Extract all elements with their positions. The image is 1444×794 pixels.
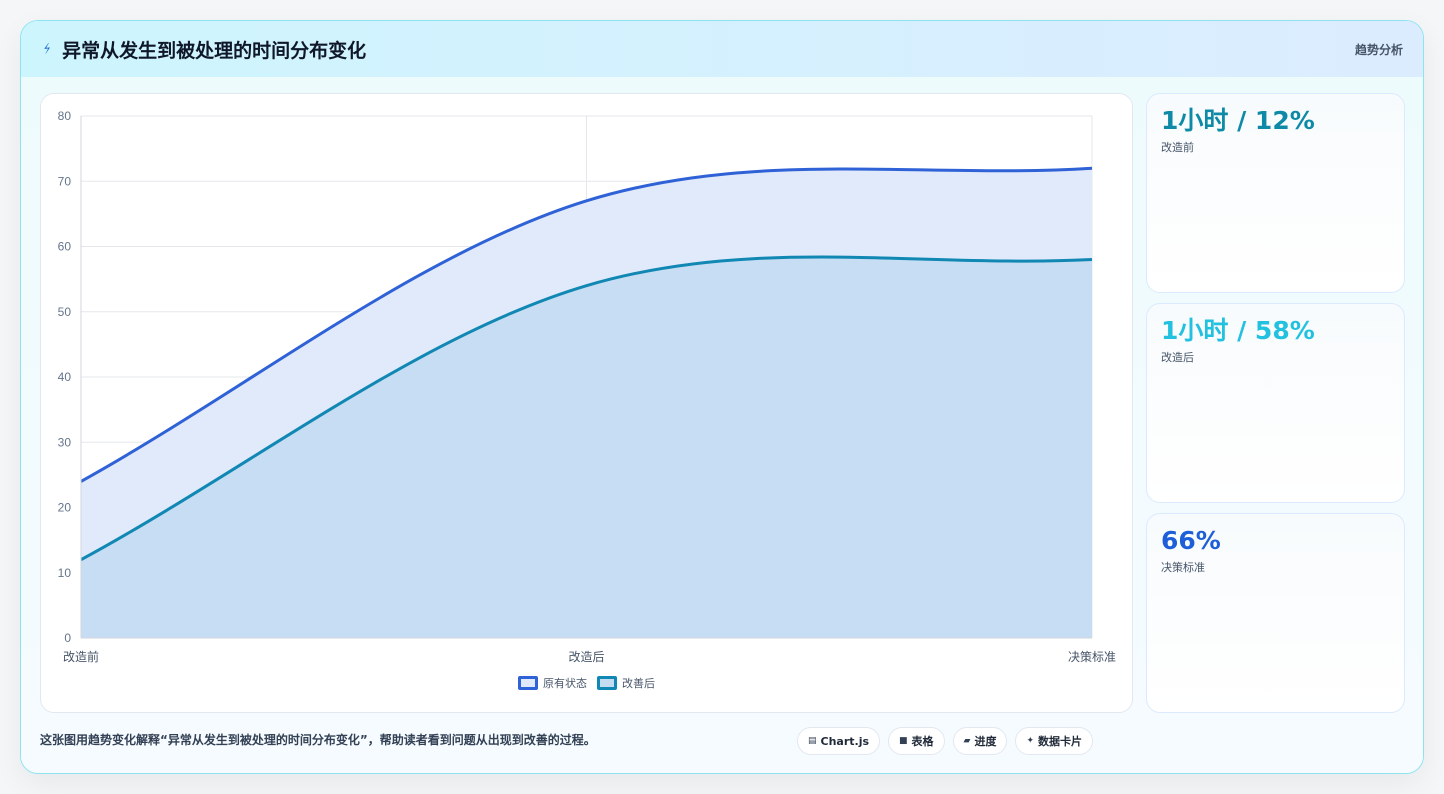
card-body: 0 10 20 30 40 50 60 70 80 改造前 改造后 决策标准 原有状态 改善后 1小时 … [21, 77, 1423, 773]
chip-label: 数据卡片 [1038, 735, 1083, 748]
x-tick-label: 决策标准 [1068, 650, 1116, 664]
y-tick-label: 40 [58, 370, 72, 384]
page-title: 异常从发生到被处理的时间分布变化 [62, 39, 367, 62]
card-header: ⚡︎ 异常从发生到被处理的时间分布变化 趋势分析 [21, 21, 1423, 77]
stat-card-after: 1小时 / 58% 改造后 [1146, 303, 1405, 503]
area-chart: 0 10 20 30 40 50 60 70 80 改造前 改造后 决策标准 [58, 109, 1116, 664]
legend-swatch [518, 676, 538, 690]
title-wrap: ⚡︎ 异常从发生到被处理的时间分布变化 [40, 36, 367, 63]
table-icon: ■ [899, 736, 908, 746]
progress-icon: ▰ [963, 736, 971, 746]
tech-chips: ▤ Chart.js ■ 表格 ▰ 进度 ✦ 数据卡片 [797, 727, 1094, 755]
legend-item-0[interactable]: 原有状态 [518, 675, 587, 691]
chip-data-card[interactable]: ✦ 数据卡片 [1015, 727, 1094, 755]
stat-card-standard: 66% 决策标准 [1146, 513, 1405, 713]
legend-item-1[interactable]: 改善后 [597, 675, 655, 691]
y-tick-label: 80 [58, 109, 72, 123]
stat-value: 1小时 / 12% [1161, 106, 1315, 135]
y-tick-label: 30 [58, 435, 72, 449]
chip-label: Chart.js [820, 734, 870, 748]
stat-label: 改造后 [1161, 351, 1194, 364]
legend-swatch [597, 676, 617, 690]
chart-footnote: 这张图用趋势变化解释“异常从发生到被处理的时间分布变化”，帮助读者看到问题从出现… [40, 733, 596, 747]
x-tick-label: 改造后 [568, 650, 604, 664]
chip-progress[interactable]: ▰ 进度 [952, 727, 1008, 755]
header-tag: 趋势分析 [1354, 42, 1403, 57]
stat-card-before: 1小时 / 12% 改造前 [1146, 93, 1405, 293]
y-tick-label: 60 [58, 240, 72, 254]
y-tick-label: 10 [58, 566, 72, 580]
chart-panel: 0 10 20 30 40 50 60 70 80 改造前 改造后 决策标准 原有状态 改善后 [40, 93, 1133, 713]
y-tick-label: 50 [58, 305, 72, 319]
chart-card: ⚡︎ 异常从发生到被处理的时间分布变化 趋势分析 0 10 20 30 40 50 60 70… [20, 20, 1424, 774]
legend-label: 原有状态 [543, 677, 587, 690]
stat-value: 1小时 / 58% [1161, 316, 1315, 345]
chip-label: 进度 [974, 735, 997, 748]
y-tick-label: 70 [58, 174, 72, 188]
stat-label: 决策标准 [1161, 561, 1205, 574]
y-tick-label: 0 [64, 631, 71, 645]
series-line-1 [80, 255, 1093, 562]
lightning-icon: ⚡︎ [40, 40, 55, 58]
x-tick-label: 改造前 [63, 649, 99, 664]
chart-legend: 原有状态 改善后 [41, 675, 1132, 691]
stat-label: 改造前 [1161, 141, 1194, 154]
series-area-1 [81, 257, 1092, 638]
chip-chartjs[interactable]: ▤ Chart.js [797, 727, 881, 755]
chip-label: 表格 [911, 735, 934, 748]
stat-value: 66% [1161, 526, 1221, 555]
y-tick-label: 20 [58, 501, 72, 515]
chart-icon: ▤ [808, 736, 817, 746]
legend-label: 改善后 [622, 677, 655, 690]
chip-table[interactable]: ■ 表格 [888, 727, 945, 755]
sparkle-icon: ✦ [1026, 736, 1035, 746]
series-line-0 [80, 166, 1093, 483]
